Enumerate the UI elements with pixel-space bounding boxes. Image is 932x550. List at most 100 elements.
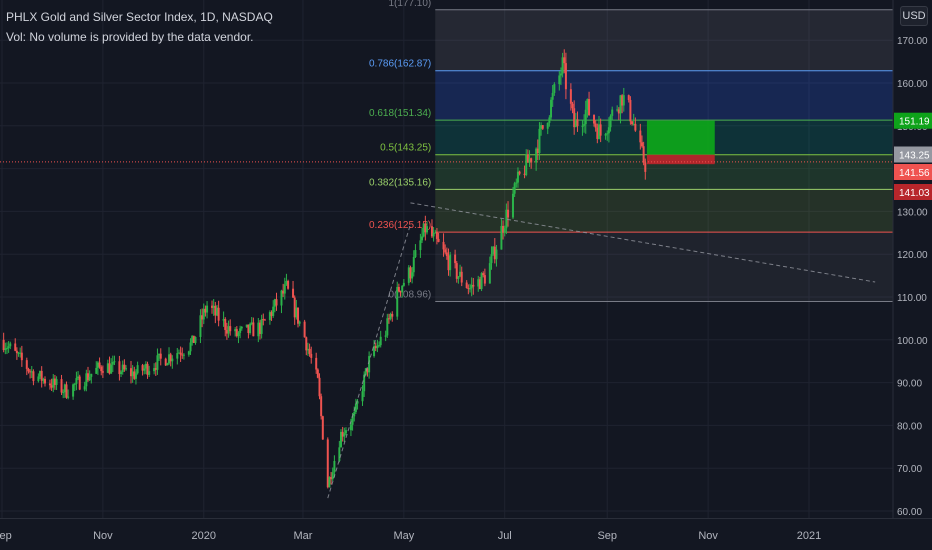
candle-body	[7, 346, 10, 349]
candle	[282, 283, 285, 298]
candle-body	[29, 371, 32, 373]
candle	[280, 289, 283, 314]
candle	[258, 320, 261, 340]
candle-body	[100, 366, 103, 372]
candle-body	[201, 315, 204, 320]
candle-body	[272, 306, 275, 316]
candle-body	[617, 109, 620, 114]
candle-body	[530, 158, 533, 163]
candle-body	[328, 477, 331, 488]
candle-body	[245, 324, 248, 327]
candle-body	[422, 223, 425, 237]
candle	[596, 123, 599, 144]
candle	[619, 94, 622, 124]
candle	[399, 290, 402, 297]
candle	[425, 221, 428, 235]
candle	[551, 84, 554, 107]
candle-body	[50, 385, 53, 388]
candle-body	[550, 99, 553, 118]
candle-body	[338, 447, 341, 461]
candle	[518, 170, 521, 176]
candle-body	[364, 368, 367, 375]
candle	[634, 117, 637, 132]
candle	[621, 94, 624, 114]
stop-zone	[646, 154, 715, 165]
candle	[222, 311, 225, 327]
candle	[391, 311, 394, 322]
candle-body	[374, 346, 377, 349]
candle-body	[98, 362, 101, 367]
candle	[39, 370, 42, 380]
candle	[20, 345, 23, 367]
candle-body	[118, 361, 121, 375]
candle-body	[40, 370, 43, 381]
candle	[386, 313, 389, 338]
candle	[379, 330, 382, 348]
candle-body	[303, 321, 306, 338]
candle-body	[95, 367, 98, 374]
candle-body	[561, 57, 564, 74]
candle	[7, 341, 10, 353]
candle	[419, 233, 422, 258]
currency-button[interactable]: USD	[900, 6, 928, 26]
candle-body	[204, 308, 207, 313]
candle-body	[166, 363, 169, 366]
candle	[333, 455, 336, 478]
candle	[78, 374, 81, 391]
chart-title: PHLX Gold and Silver Sector Index, 1D, N…	[6, 10, 273, 24]
candle-body	[156, 355, 159, 370]
candle	[526, 149, 529, 163]
candle-body	[280, 290, 283, 306]
y-tick-label: 130.00	[897, 207, 928, 218]
candle-body	[569, 89, 572, 104]
candle-body	[594, 123, 597, 128]
candle	[632, 113, 635, 126]
candle	[148, 365, 151, 378]
candle	[401, 285, 404, 298]
candle-body	[361, 391, 364, 402]
candle	[308, 343, 311, 357]
candle	[199, 309, 202, 344]
candle	[234, 327, 237, 337]
candle-body	[282, 290, 285, 294]
price-tag-label: 141.56	[899, 168, 930, 179]
candle-body	[292, 288, 295, 298]
candle	[483, 268, 486, 287]
candle-body	[134, 373, 137, 379]
candle	[480, 272, 483, 292]
candle-body	[478, 279, 481, 290]
candle	[32, 369, 35, 386]
candle	[528, 150, 531, 167]
candle	[525, 149, 528, 177]
x-tick-label: Sep	[597, 530, 617, 542]
candle	[131, 365, 134, 383]
candle	[303, 319, 306, 338]
candle-body	[263, 319, 266, 321]
candle	[593, 114, 596, 127]
candle-body	[60, 379, 63, 393]
candle	[366, 368, 369, 377]
fib-label-0.786: 0.786(162.87)	[369, 59, 431, 70]
candle	[252, 317, 255, 337]
candle-body	[239, 328, 242, 333]
candle	[177, 349, 180, 354]
candle-body	[252, 322, 255, 337]
candle-body	[293, 297, 296, 318]
candle	[153, 363, 156, 375]
candle	[564, 52, 567, 100]
candle-body	[275, 299, 278, 306]
candle-body	[305, 337, 308, 351]
candle	[27, 367, 30, 374]
candle-body	[515, 182, 518, 184]
candle-body	[177, 352, 180, 354]
candle-body	[581, 125, 584, 127]
candle	[460, 266, 463, 287]
candle	[364, 367, 367, 377]
candle	[397, 283, 400, 293]
candle	[444, 244, 447, 255]
candle-body	[538, 128, 541, 154]
candle-body	[158, 353, 161, 356]
candle-body	[111, 361, 114, 365]
